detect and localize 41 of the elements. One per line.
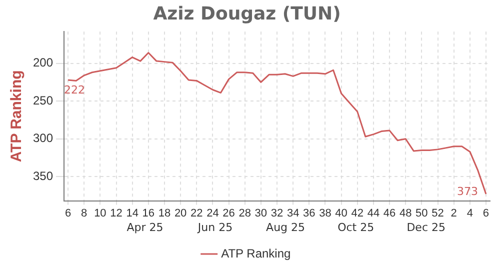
- x-tick-label: 28: [238, 207, 251, 220]
- x-tick-label: 6: [64, 207, 72, 220]
- x-tick-label: 34: [286, 207, 300, 220]
- data-label: 222: [64, 83, 86, 96]
- y-tick-label: 200: [32, 56, 54, 70]
- y-tick-label: 350: [32, 168, 54, 183]
- text: Oct 25: [338, 221, 374, 234]
- x-tick-label: 18: [158, 207, 171, 220]
- x-tick-label: 44: [367, 207, 380, 220]
- x-tick-label: 8: [81, 207, 88, 220]
- x-tick-label: 38: [319, 207, 332, 220]
- text: Dec 25: [406, 221, 446, 234]
- x-tick-label: 6: [482, 207, 490, 220]
- y-tick-label: 300: [32, 131, 54, 146]
- x-tick-label: 36: [303, 207, 316, 220]
- x-tick-label: 30: [254, 207, 268, 220]
- x-tick-label: 16: [142, 207, 155, 220]
- x-tick-label: 2: [450, 207, 457, 220]
- x-tick-label: 48: [399, 207, 412, 220]
- x-tick-label: 40: [335, 207, 348, 220]
- chart-title: Aziz Dougaz (TUN): [153, 3, 341, 24]
- text: Apr 25: [126, 221, 164, 234]
- x-tick-label: 20: [174, 207, 187, 220]
- data-label: 373: [456, 184, 478, 198]
- x-tick-label: 26: [222, 207, 235, 220]
- x-tick-label: 52: [432, 207, 444, 220]
- y-tick-label: 250: [32, 93, 54, 108]
- x-tick-label: 14: [126, 207, 138, 220]
- x-tick-label: 10: [94, 207, 106, 220]
- x-tick-label: 22: [190, 207, 203, 220]
- x-tick-label: 50: [416, 207, 428, 220]
- x-tick-label: 4: [466, 207, 473, 220]
- text: Jun 25: [196, 221, 233, 234]
- x-tick-label: 32: [270, 207, 284, 220]
- x-tick-label: 12: [110, 207, 122, 220]
- text: Aug 25: [266, 221, 306, 234]
- legend-label: ATP Ranking: [221, 246, 291, 260]
- x-tick-label: 42: [351, 207, 364, 220]
- y-axis-title: ATP Ranking: [8, 70, 26, 162]
- x-tick-label: 24: [206, 207, 219, 220]
- x-tick-label: 46: [383, 207, 396, 220]
